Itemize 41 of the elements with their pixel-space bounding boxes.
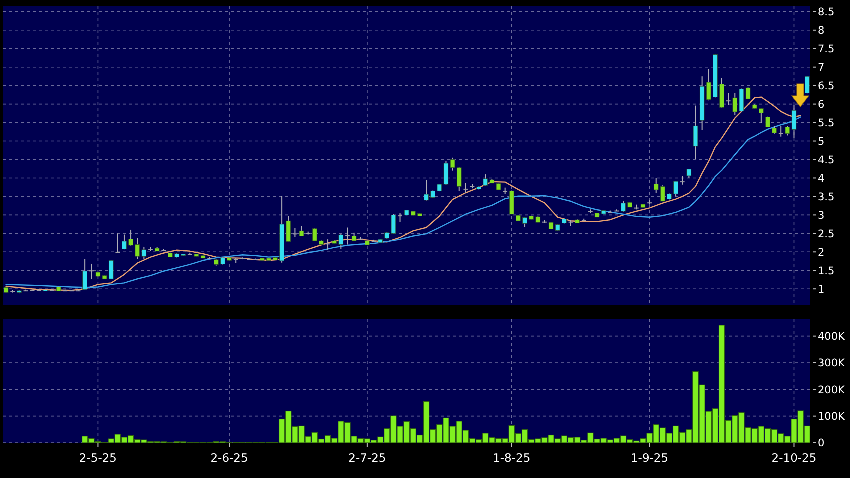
y-tick-label: 2.5 — [818, 228, 835, 240]
y-tick-label: 3 — [818, 210, 825, 222]
candlestick — [726, 92, 731, 106]
candlestick — [89, 263, 94, 280]
candlestick — [680, 176, 685, 186]
y-tick-label: 6 — [818, 98, 825, 111]
candlestick — [464, 182, 468, 194]
y-tick-label: 7 — [818, 62, 825, 74]
y-tick-label: 5 — [818, 136, 825, 148]
candlestick — [293, 228, 298, 238]
candlestick — [509, 190, 514, 215]
candlestick — [778, 126, 784, 138]
y-tick-label: 4 — [818, 172, 825, 185]
y-tick-label: 200K — [818, 384, 846, 396]
y-tick-label: 4.5 — [818, 154, 835, 166]
x-tick-label: 2-10-25 — [772, 451, 817, 465]
x-tick-label: 1-9-25 — [630, 451, 669, 465]
y-tick-label: 100K — [818, 411, 846, 424]
candlestick — [693, 105, 698, 160]
y-tick-label: 6.5 — [818, 80, 835, 93]
candlestick — [82, 258, 88, 291]
y-tick-label: 2 — [818, 246, 825, 259]
x-tick-label: 2-6-25 — [210, 451, 248, 465]
x-tick-label: 1-8-25 — [493, 451, 531, 465]
candlestick — [116, 233, 120, 254]
candlestick — [346, 227, 350, 246]
x-tick-label: 2-5-25 — [79, 451, 117, 465]
y-tick-label: 400K — [818, 331, 846, 344]
y-tick-label: 1.5 — [818, 265, 835, 278]
candlestick — [299, 226, 304, 237]
candlestick — [804, 76, 810, 94]
y-tick-label: 7.5 — [818, 44, 835, 56]
y-tick-label: 8 — [818, 25, 825, 38]
y-tick-label: 0 — [818, 438, 825, 450]
x-tick-label: 2-7-25 — [348, 451, 386, 465]
y-tick-label: 300K — [818, 358, 846, 370]
y-tick-label: 3.5 — [818, 191, 835, 204]
y-tick-label: 1 — [818, 284, 825, 296]
candlestick — [398, 212, 402, 223]
y-tick-label: 8.5 — [818, 6, 835, 19]
y-tick-label: 5.5 — [818, 117, 835, 130]
